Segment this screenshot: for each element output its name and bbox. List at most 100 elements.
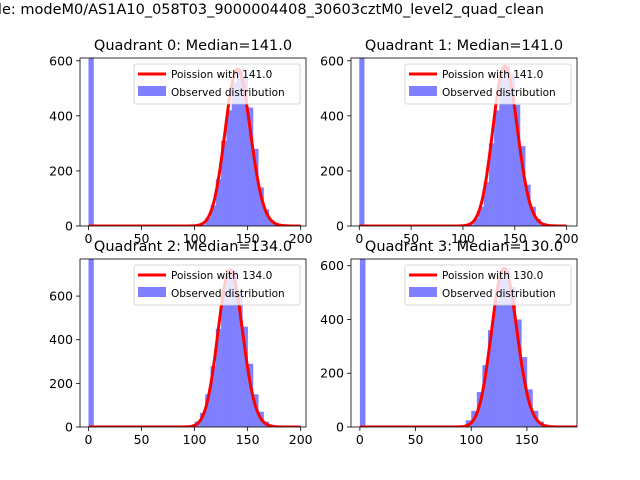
observed-bar bbox=[519, 146, 526, 226]
observed-bar bbox=[210, 205, 217, 226]
poisson-line bbox=[88, 268, 302, 427]
observed-bar bbox=[494, 110, 500, 226]
observed-bar bbox=[525, 184, 531, 226]
legend-bars-label: Observed distribution bbox=[442, 87, 556, 99]
x-tick-label: 50 bbox=[403, 231, 419, 246]
y-tick-label: 600 bbox=[49, 289, 73, 304]
y-tick-label: 400 bbox=[49, 332, 73, 347]
y-tick-label: 400 bbox=[320, 312, 344, 327]
observed-bar bbox=[514, 104, 521, 226]
legend-line-label: Poission with 141.0 bbox=[442, 69, 543, 81]
legend-line-label: Poission with 134.0 bbox=[171, 270, 272, 282]
x-tick-label: 150 bbox=[515, 432, 539, 447]
observed-bar bbox=[493, 300, 500, 427]
x-tick-label: 100 bbox=[183, 432, 207, 447]
x-tick-label: 100 bbox=[451, 231, 475, 246]
legend-box bbox=[404, 63, 572, 105]
observed-bar bbox=[210, 365, 217, 427]
axes-frame bbox=[79, 57, 307, 227]
legend-bars-label: Observed distribution bbox=[171, 288, 285, 300]
observed-bar bbox=[268, 220, 275, 226]
observed-bar bbox=[221, 140, 227, 226]
x-tick-label: 200 bbox=[289, 231, 313, 246]
axes-frame bbox=[79, 258, 307, 428]
subplot-title: Quadrant 1: Median=141.0 bbox=[365, 38, 563, 54]
axes-frame bbox=[350, 258, 578, 428]
observed-bar bbox=[521, 357, 528, 427]
observed-bar bbox=[247, 107, 254, 226]
subplot-quadrant-1: 0 50 100 150 200 0 200 400 600 Poission with 141.… bbox=[320, 38, 578, 246]
y-tick-label: 0 bbox=[65, 420, 73, 435]
y-tick-label: 200 bbox=[49, 376, 73, 391]
observed-bar-zero-bin bbox=[359, 58, 365, 226]
x-tick-label: 0 bbox=[85, 231, 93, 246]
x-tick-label: 200 bbox=[289, 432, 313, 447]
x-tick-label: 0 bbox=[85, 432, 93, 447]
observed-bar bbox=[504, 268, 511, 427]
y-tick-label: 600 bbox=[49, 53, 73, 68]
observed-bar bbox=[504, 66, 510, 226]
observed-bar bbox=[515, 319, 522, 427]
y-tick-label: 600 bbox=[320, 258, 344, 273]
legend-box bbox=[133, 63, 301, 105]
observed-bar bbox=[488, 143, 495, 226]
subplot-title: Quadrant 3: Median=130.0 bbox=[365, 239, 563, 255]
observed-bar bbox=[237, 69, 243, 226]
x-tick-label: 100 bbox=[459, 432, 483, 447]
x-tick-label: 50 bbox=[408, 432, 424, 447]
observed-bar bbox=[499, 77, 505, 226]
legend: Poission with 134.0 Observed distribution bbox=[133, 264, 301, 306]
plot-area bbox=[88, 259, 302, 427]
legend-box bbox=[404, 264, 572, 306]
legend-bars-label: Observed distribution bbox=[171, 87, 285, 99]
y-tick-label: 0 bbox=[336, 219, 344, 234]
legend-bars-label: Observed distribution bbox=[442, 288, 556, 300]
observed-bar bbox=[242, 326, 248, 427]
observed-bar bbox=[247, 363, 254, 427]
observed-bar bbox=[509, 74, 516, 226]
legend-bar-swatch bbox=[409, 287, 437, 297]
legend-line-label: Poission with 141.0 bbox=[171, 69, 272, 81]
x-tick-label: 0 bbox=[356, 432, 364, 447]
legend-bar-swatch bbox=[138, 287, 166, 297]
y-tick-label: 200 bbox=[320, 163, 344, 178]
y-tick-label: 400 bbox=[320, 108, 344, 123]
subplot-quadrant-0: 0 50 100 150 200 0 200 400 600 Poission with 141.… bbox=[49, 38, 313, 246]
x-tick-label: 100 bbox=[183, 231, 207, 246]
x-tick-label: 150 bbox=[236, 231, 260, 246]
poisson-line bbox=[359, 266, 577, 427]
y-tick-label: 0 bbox=[336, 420, 344, 435]
observed-bar bbox=[530, 206, 536, 226]
observed-bar bbox=[205, 394, 211, 427]
x-tick-label: 150 bbox=[503, 231, 527, 246]
observed-bar bbox=[468, 224, 474, 226]
observed-bar bbox=[510, 287, 517, 427]
x-tick-label: 200 bbox=[555, 231, 579, 246]
figure-title-text: n file: modeM0/AS1A10_058T03_9000004408_… bbox=[0, 2, 544, 18]
observed-bar bbox=[199, 412, 206, 427]
observed-bar-zero-bin bbox=[88, 259, 94, 427]
observed-bar bbox=[226, 272, 233, 427]
subplot-quadrant-2: 0 50 100 150 200 0 200 400 600 Poission with 134.… bbox=[49, 239, 313, 447]
observed-bar bbox=[215, 328, 222, 427]
observed-bar-zero-bin bbox=[359, 259, 366, 427]
legend-bar-swatch bbox=[138, 86, 166, 96]
y-tick-label: 0 bbox=[65, 219, 73, 234]
y-tick-label: 200 bbox=[49, 163, 73, 178]
observed-bar bbox=[499, 276, 505, 427]
x-tick-label: 150 bbox=[236, 432, 260, 447]
observed-bar bbox=[237, 291, 243, 427]
observed-bar bbox=[263, 209, 270, 226]
observed-bar bbox=[221, 291, 227, 427]
observed-bar bbox=[215, 179, 222, 226]
observed-bar bbox=[242, 75, 248, 226]
axes-frame bbox=[350, 57, 578, 227]
subplot-quadrant-3: 0 50 100 150 0 200 400 600 Poission with 130.0 Ob… bbox=[320, 239, 578, 447]
observed-bar bbox=[478, 206, 484, 226]
legend: Poission with 130.0 Observed distribution bbox=[404, 264, 572, 306]
subplot-title: Quadrant 0: Median=141.0 bbox=[94, 38, 292, 54]
observed-bar bbox=[483, 181, 490, 226]
y-tick-label: 400 bbox=[49, 108, 73, 123]
observed-bar bbox=[205, 217, 211, 226]
